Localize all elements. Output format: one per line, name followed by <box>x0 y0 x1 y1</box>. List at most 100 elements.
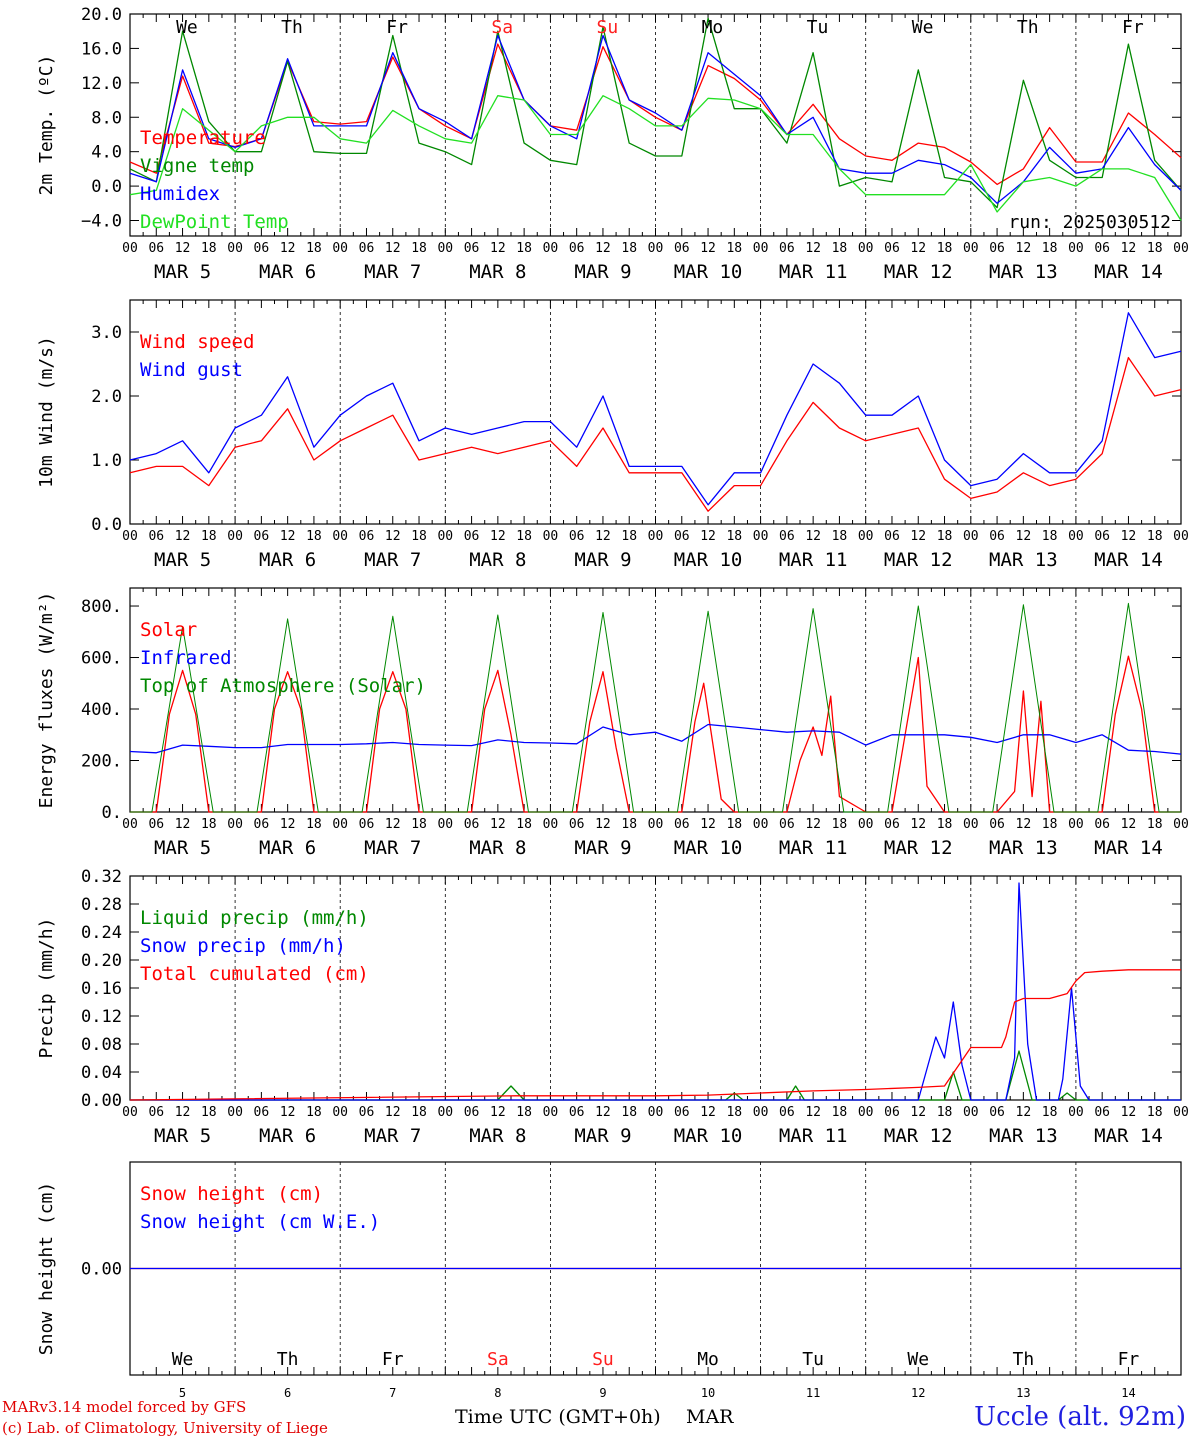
hour-tick-label: 18 <box>516 529 532 544</box>
hour-tick-label: 00 <box>437 241 453 256</box>
hour-tick-label: 00 <box>963 529 979 544</box>
hour-tick-label: 18 <box>1147 817 1163 832</box>
hour-tick-label: 06 <box>569 529 585 544</box>
series-line <box>129 969 1181 1101</box>
y-tick-label: 1.0 <box>91 451 122 471</box>
legend-entry: Vigne temp <box>140 155 254 177</box>
hour-tick-label: 00 <box>227 529 243 544</box>
series-line <box>129 723 1182 755</box>
hour-tick-label: 00 <box>1068 1105 1084 1120</box>
hour-tick-label: 06 <box>1094 529 1110 544</box>
date-label: MAR 7 <box>364 261 421 283</box>
hour-tick-label: 18 <box>411 241 427 256</box>
hour-tick-label: 12 <box>700 241 716 256</box>
day-name: Th <box>1017 17 1039 38</box>
panel-temperature: 00 06 12 18 MAR 5 00 06 12 18 MAR 6 00 06 12 18 MAR 7 0… <box>36 5 1189 283</box>
day-number: 10 <box>701 1386 715 1400</box>
hour-tick-label: 00 <box>332 1105 348 1120</box>
date-label: MAR 10 <box>674 261 743 283</box>
hour-tick-label: 12 <box>1016 529 1032 544</box>
y-tick-label: 0.16 <box>81 979 122 999</box>
y-axis-label: 2m Temp. (ºC) <box>36 55 57 196</box>
hour-tick-label: 06 <box>884 529 900 544</box>
date-label: MAR 14 <box>1094 261 1163 283</box>
hour-tick-label: 18 <box>1042 1105 1058 1120</box>
series-line <box>129 43 1182 186</box>
date-label: MAR 12 <box>884 837 953 859</box>
day-name: We <box>907 1349 929 1370</box>
hour-tick-label: 06 <box>359 1105 375 1120</box>
day-name: Fr <box>382 1349 404 1370</box>
hour-tick-label: 00 <box>963 817 979 832</box>
hour-tick-label: 00 <box>543 241 559 256</box>
legend-entry: Liquid precip (mm/h) <box>140 907 369 929</box>
hour-tick-label: 18 <box>411 1105 427 1120</box>
hour-tick-label: 18 <box>832 1105 848 1120</box>
hour-tick-label: 06 <box>1094 817 1110 832</box>
hour-tick-label: 18 <box>306 241 322 256</box>
lab-credit: (c) Lab. of Climatology, University of L… <box>2 1419 328 1437</box>
hour-tick-label: 18 <box>1042 241 1058 256</box>
hour-tick-label: 06 <box>464 817 480 832</box>
day-name: Sa <box>491 17 513 38</box>
day-name: We <box>912 17 934 38</box>
hour-tick-label: 00 <box>648 1105 664 1120</box>
date-label: MAR 6 <box>259 1125 316 1147</box>
hour-tick-label: 00 <box>1173 1105 1189 1120</box>
date-label: MAR 6 <box>259 261 316 283</box>
hour-tick-label: 12 <box>595 241 611 256</box>
date-label: MAR 9 <box>574 1125 631 1147</box>
hour-tick-label: 06 <box>148 529 164 544</box>
hour-tick-label: 12 <box>700 1105 716 1120</box>
hour-tick-label: 12 <box>490 529 506 544</box>
date-label: MAR 10 <box>674 549 743 571</box>
hour-tick-label: 00 <box>963 241 979 256</box>
day-number: 7 <box>389 1386 396 1400</box>
hour-tick-label: 06 <box>148 817 164 832</box>
legend-entry: Top of Atmosphere (Solar) <box>140 675 426 697</box>
hour-tick-label: 00 <box>227 817 243 832</box>
hour-tick-label: 12 <box>175 817 191 832</box>
hour-tick-label: 18 <box>832 529 848 544</box>
y-tick-label: 0.04 <box>81 1063 122 1083</box>
hour-tick-label: 06 <box>674 817 690 832</box>
hour-tick-label: 00 <box>437 529 453 544</box>
legend-entry: Temperature <box>140 127 266 149</box>
hour-tick-label: 12 <box>175 241 191 256</box>
hour-tick-label: 18 <box>201 529 217 544</box>
y-tick-label: 3.0 <box>91 323 122 343</box>
hour-tick-label: 00 <box>227 1105 243 1120</box>
station-name: Uccle (alt. 92m) <box>974 1402 1186 1432</box>
day-name: Mo <box>697 1349 719 1370</box>
hour-tick-label: 12 <box>1016 817 1032 832</box>
hour-tick-label: 00 <box>648 241 664 256</box>
date-label: MAR 11 <box>779 837 848 859</box>
hour-tick-label: 00 <box>858 817 874 832</box>
hour-tick-label: 18 <box>201 241 217 256</box>
hour-tick-label: 06 <box>674 529 690 544</box>
panel-precip: 00 06 12 18 MAR 5 00 06 12 18 MAR 6 00 06 12 18 MAR 7 0… <box>36 867 1189 1147</box>
hour-tick-label: 12 <box>385 241 401 256</box>
legend-entry: Wind speed <box>140 331 254 353</box>
date-label: MAR 6 <box>259 549 316 571</box>
day-name: Th <box>281 17 303 38</box>
date-label: MAR 9 <box>574 549 631 571</box>
hour-tick-label: 18 <box>1147 241 1163 256</box>
day-name: Mo <box>702 17 724 38</box>
hour-tick-label: 18 <box>201 1105 217 1120</box>
day-number: 12 <box>911 1386 925 1400</box>
date-label: MAR 13 <box>989 549 1058 571</box>
day-name: Tu <box>807 17 829 38</box>
hour-tick-label: 12 <box>910 817 926 832</box>
date-label: MAR 8 <box>469 1125 526 1147</box>
plot-frame <box>129 299 1182 525</box>
series-line <box>129 17 1182 209</box>
hour-tick-label: 06 <box>359 529 375 544</box>
hour-tick-label: 00 <box>858 529 874 544</box>
panels-layer: 00 06 12 18 MAR 5 00 06 12 18 MAR 6 00 06 12 18 MAR 7 0… <box>36 5 1189 1400</box>
series-line <box>130 655 1181 813</box>
date-label: MAR 10 <box>674 1125 743 1147</box>
y-tick-label: 600. <box>81 649 122 669</box>
hour-tick-label: 12 <box>805 817 821 832</box>
